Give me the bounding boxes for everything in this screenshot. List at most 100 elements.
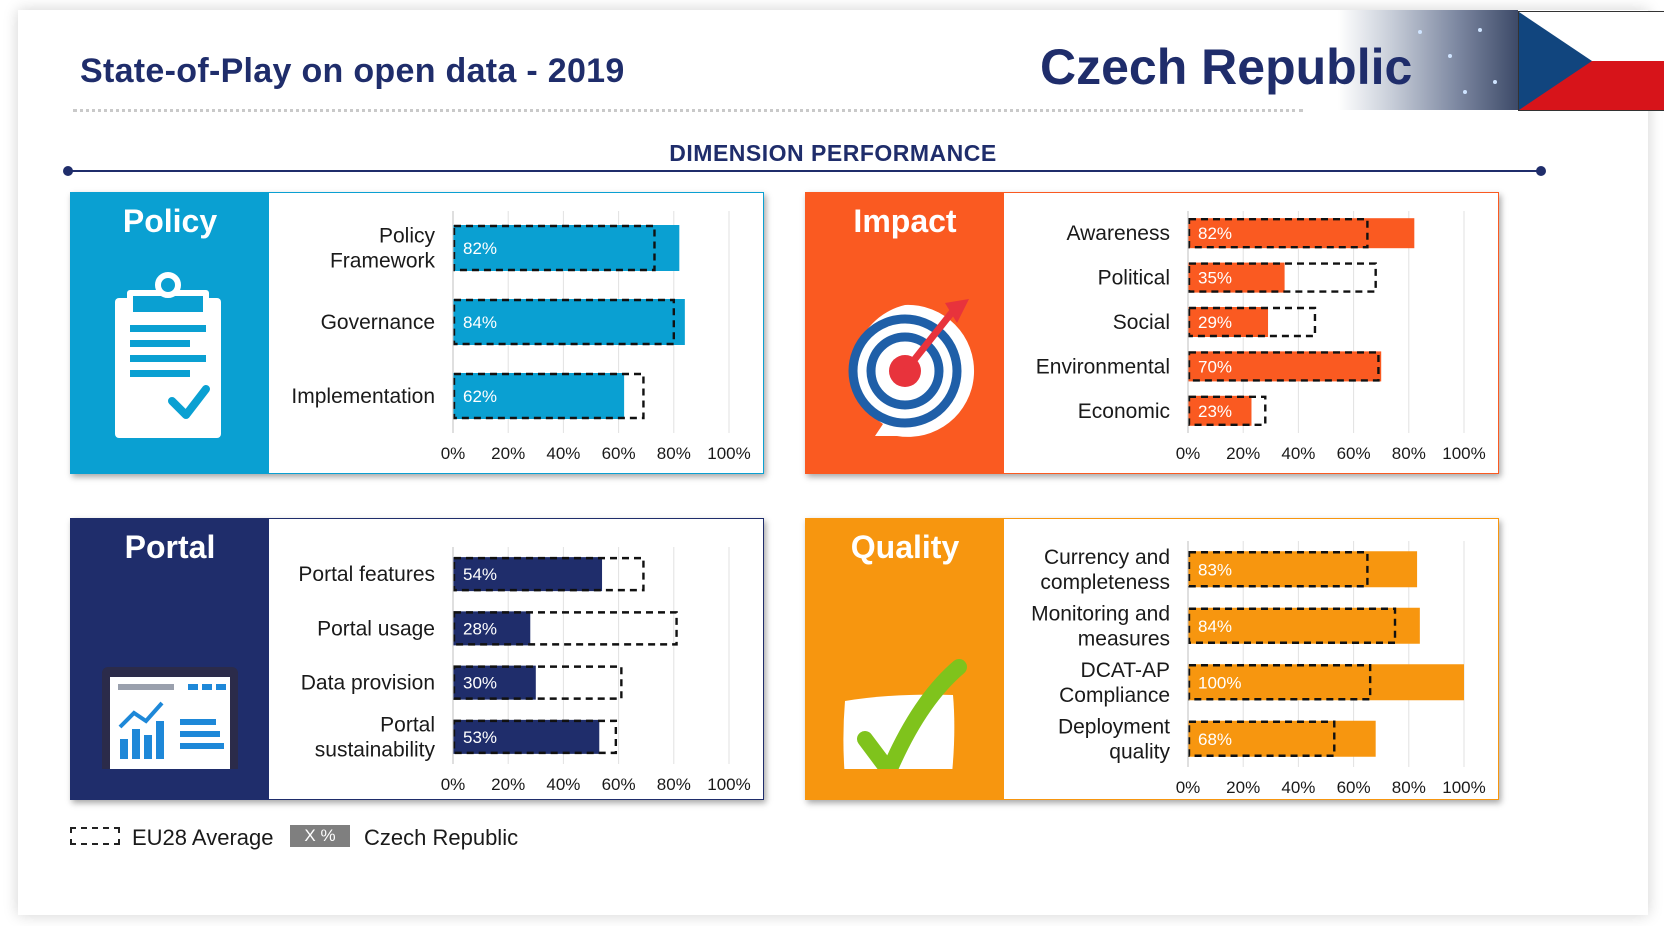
x-tick-label: 60% — [602, 444, 636, 463]
x-tick-label: 20% — [1226, 778, 1260, 797]
quality-side: Quality — [806, 519, 1004, 799]
impact-eu-average-outline — [1187, 218, 1369, 249]
impact-eu-average-outline — [1187, 395, 1267, 427]
x-tick-label: 0% — [441, 775, 466, 794]
target-dart-icon — [848, 299, 975, 437]
x-tick-label: 0% — [1176, 778, 1201, 797]
policy-title: Policy — [122, 203, 218, 239]
category-label: Portal features — [298, 563, 435, 586]
category-label: Deployment quality — [1058, 715, 1171, 763]
policy-country-bar — [453, 225, 680, 271]
checkmark-icon — [843, 659, 967, 769]
category-label: Portal usage — [317, 617, 435, 640]
impact-country-bar — [1188, 307, 1269, 337]
legend-country-swatch: X % — [290, 825, 350, 847]
country-title: Czech Republic — [1040, 39, 1413, 95]
value-label: 68% — [1198, 730, 1232, 749]
policy-country-bar — [453, 373, 625, 419]
value-label: 62% — [463, 387, 497, 406]
x-tick-label: 40% — [1281, 444, 1315, 463]
value-label: 100% — [1198, 673, 1241, 692]
value-label: 54% — [463, 565, 497, 584]
impact-chart: 0% 20% 40% 60% 80% 100% Awareness 82% Political 3… — [1036, 211, 1486, 463]
quality-panel: Quality 0% 20% 40% 60% 80% 100% Currency and co… — [805, 518, 1499, 800]
category-label: Social — [1113, 311, 1170, 334]
policy-eu-average-outline — [452, 372, 645, 420]
impact-title: Impact — [853, 203, 957, 239]
portal-side: Portal — [71, 519, 269, 799]
impact-country-bar — [1188, 395, 1252, 426]
category-label: Data provision — [301, 672, 435, 695]
policy-chart: 0% 20% 40% 60% 80% 100% Policy Framework 82% Gove… — [291, 211, 751, 463]
impact-eu-average-outline — [1187, 306, 1317, 338]
x-tick-label: 40% — [546, 444, 580, 463]
value-label: 53% — [463, 728, 497, 747]
impact-side: Impact — [806, 193, 1004, 473]
category-label: Governance — [321, 311, 435, 334]
x-tick-label: 40% — [546, 775, 580, 794]
x-tick-label: 20% — [1226, 444, 1260, 463]
category-label: Policy Framework — [330, 225, 436, 273]
quality-title: Quality — [850, 529, 960, 565]
portal-country-bar — [453, 611, 531, 646]
x-tick-label: 20% — [491, 444, 525, 463]
quality-country-bar — [1188, 551, 1418, 588]
quality-country-bar — [1188, 664, 1464, 701]
value-label: 70% — [1198, 357, 1232, 376]
x-tick-label: 60% — [1337, 444, 1371, 463]
category-label: Implementation — [291, 385, 435, 408]
value-label: 29% — [1198, 313, 1232, 332]
category-label: Awareness — [1066, 222, 1170, 245]
x-tick-label: 100% — [707, 775, 750, 794]
clipboard-check-icon — [115, 272, 221, 438]
x-tick-label: 60% — [1337, 778, 1371, 797]
value-label: 23% — [1198, 402, 1232, 421]
legend-eu-swatch — [70, 827, 120, 845]
x-tick-label: 40% — [1281, 778, 1315, 797]
portal-eu-average-outline — [452, 611, 678, 646]
value-label: 82% — [1198, 224, 1232, 243]
quality-country-bar — [1188, 607, 1420, 644]
policy-country-bar — [453, 299, 685, 345]
policy-side: Policy — [71, 193, 269, 473]
x-tick-label: 80% — [657, 444, 691, 463]
x-tick-label: 100% — [1442, 444, 1485, 463]
x-tick-label: 80% — [1392, 444, 1426, 463]
category-label: Currency and completeness — [1040, 546, 1170, 594]
category-label: DCAT-AP Compliance — [1059, 659, 1170, 707]
policy-eu-average-outline — [452, 224, 656, 272]
quality-eu-average-outline — [1187, 607, 1397, 644]
x-tick-label: 60% — [602, 775, 636, 794]
x-tick-label: 100% — [1442, 778, 1485, 797]
impact-eu-average-outline — [1187, 351, 1380, 382]
page-title: State-of-Play on open data - 2019 — [80, 52, 625, 90]
portal-eu-average-outline — [452, 665, 623, 700]
quality-eu-average-outline — [1187, 720, 1336, 757]
portal-country-bar — [453, 719, 600, 754]
section-divider — [63, 166, 1546, 176]
quality-country-bar — [1188, 720, 1376, 757]
czech-flag-icon — [1518, 11, 1664, 111]
quality-eu-average-outline — [1187, 551, 1369, 588]
x-tick-label: 80% — [657, 775, 691, 794]
impact-country-bar — [1188, 262, 1285, 293]
value-label: 35% — [1198, 269, 1232, 288]
policy-eu-average-outline — [452, 298, 676, 346]
header-divider — [73, 109, 1303, 112]
category-label: Political — [1098, 267, 1170, 290]
impact-panel: Impact 0% 20% 40% 60% 80% 100% Awareness 82% Pol… — [805, 192, 1499, 474]
value-label: 84% — [1198, 617, 1232, 636]
x-tick-label: 100% — [707, 444, 750, 463]
monitor-chart-icon — [102, 667, 238, 769]
category-label: Monitoring and measures — [1031, 602, 1170, 650]
portal-panel: Portal 0% 20% 40% 60% 80% 100% Portal features… — [70, 518, 764, 800]
category-label: Environmental — [1036, 355, 1170, 378]
x-tick-label: 80% — [1392, 778, 1426, 797]
value-label: 82% — [463, 239, 497, 258]
policy-panel: Policy 0% 20% 40% 60% 80% 100% Policy Framework… — [70, 192, 764, 474]
x-tick-label: 20% — [491, 775, 525, 794]
legend-eu-label: EU28 Average — [132, 825, 274, 850]
value-label: 28% — [463, 619, 497, 638]
value-label: 84% — [463, 313, 497, 332]
portal-title: Portal — [124, 529, 216, 565]
